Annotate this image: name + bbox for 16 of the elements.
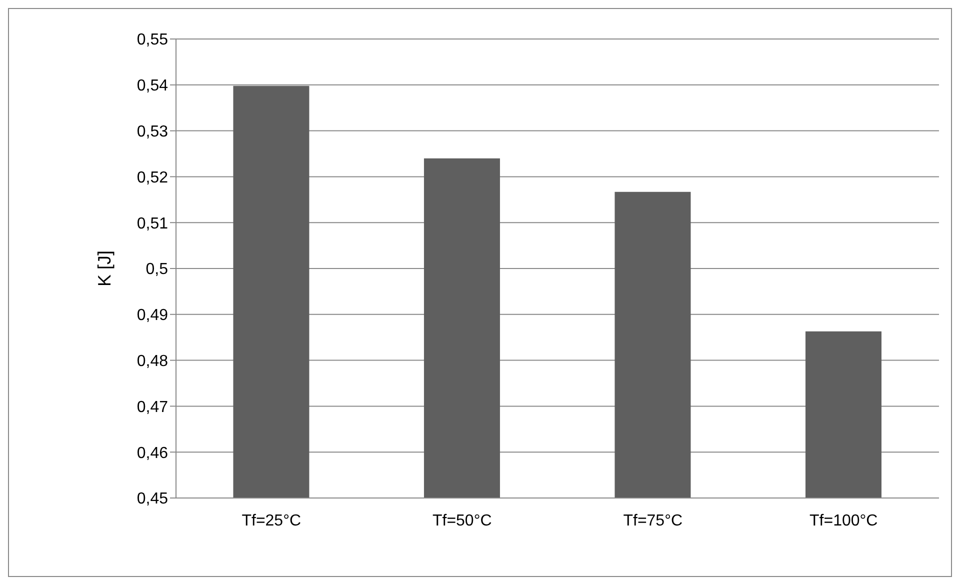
x-tick-label: Tf=50°C — [432, 512, 492, 530]
x-tick-label: Tf=75°C — [623, 512, 683, 530]
y-tick-label: 0,54 — [136, 78, 168, 95]
y-axis-title: K [J] — [94, 250, 114, 287]
y-tick-label: 0,48 — [136, 352, 168, 370]
y-tick-label: 0,46 — [136, 444, 168, 462]
y-tick-label: 0,55 — [136, 32, 168, 49]
x-tick-label: Tf=100°C — [810, 512, 878, 530]
y-tick-label: 0,52 — [136, 169, 168, 186]
y-tick-label: 0,47 — [136, 398, 168, 416]
y-tick-label: 0,51 — [136, 215, 168, 232]
y-tick-label: 0,49 — [136, 307, 168, 324]
x-tick-label: Tf=25°C — [242, 512, 302, 530]
y-tick-label: 0,53 — [136, 123, 168, 140]
y-tick-label: 0,5 — [146, 261, 168, 278]
y-tick-label: 0,45 — [136, 490, 168, 508]
